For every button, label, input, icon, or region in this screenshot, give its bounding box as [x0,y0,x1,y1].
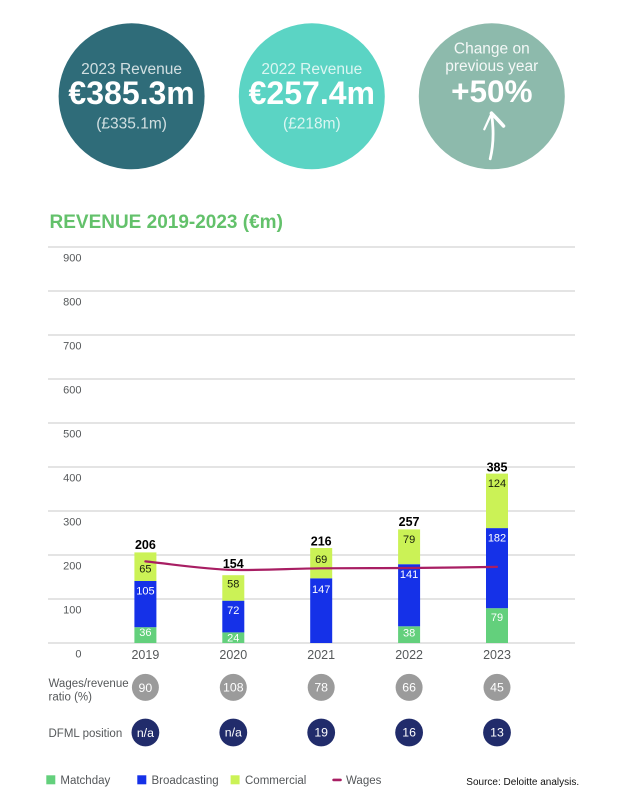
svg-text:2023: 2023 [483,648,511,662]
svg-text:79: 79 [491,612,503,624]
svg-text:90: 90 [139,681,153,695]
svg-text:2022 Revenue: 2022 Revenue [261,61,362,78]
svg-text:79: 79 [403,534,415,546]
svg-text:2023 Revenue: 2023 Revenue [81,61,182,78]
svg-text:69: 69 [315,554,327,566]
svg-text:800: 800 [63,297,81,309]
svg-text:105: 105 [136,585,154,597]
svg-text:Commercial: Commercial [245,775,306,787]
svg-text:182: 182 [488,533,506,545]
svg-text:REVENUE 2019-2023 (€m): REVENUE 2019-2023 (€m) [50,212,283,233]
svg-text:24: 24 [227,633,239,645]
svg-text:16: 16 [402,726,416,740]
svg-text:900: 900 [63,253,81,265]
svg-text:66: 66 [402,681,416,695]
svg-text:DFML position: DFML position [49,728,123,740]
svg-text:36: 36 [139,627,151,639]
svg-text:200: 200 [63,561,81,573]
svg-text:ratio (%): ratio (%) [49,692,93,704]
svg-text:2019: 2019 [131,648,159,662]
svg-text:Broadcasting: Broadcasting [152,775,219,787]
svg-text:154: 154 [223,557,244,571]
svg-text:65: 65 [139,564,151,576]
svg-text:45: 45 [490,681,504,695]
svg-text:100: 100 [63,605,81,617]
svg-text:13: 13 [490,726,504,740]
svg-text:previous year: previous year [445,58,538,75]
svg-text:72: 72 [227,605,239,617]
svg-text:216: 216 [311,534,332,548]
svg-text:600: 600 [63,385,81,397]
svg-text:n/a: n/a [137,726,154,740]
svg-text:Matchday: Matchday [60,775,110,787]
svg-text:141: 141 [400,569,418,581]
svg-text:78: 78 [314,681,328,695]
svg-text:Source: Deloitte analysis.: Source: Deloitte analysis. [466,777,579,788]
svg-text:(£218m): (£218m) [283,115,341,132]
svg-text:(£335.1m): (£335.1m) [96,115,167,132]
svg-text:38: 38 [403,628,415,640]
svg-text:Wages/revenue: Wages/revenue [49,678,129,690]
svg-text:€257.4m: €257.4m [249,75,375,111]
svg-text:147: 147 [312,584,330,596]
svg-text:124: 124 [488,478,506,490]
svg-text:700: 700 [63,341,81,353]
svg-text:2020: 2020 [219,648,247,662]
svg-text:0: 0 [75,649,81,661]
svg-text:€385.3m: €385.3m [68,75,194,111]
svg-text:2022: 2022 [395,648,423,662]
svg-text:300: 300 [63,517,81,529]
svg-text:Change on: Change on [454,41,530,58]
svg-text:257: 257 [399,515,420,529]
svg-text:400: 400 [63,473,81,485]
svg-text:58: 58 [227,579,239,591]
svg-text:108: 108 [223,681,244,695]
svg-text:385: 385 [487,461,508,475]
svg-text:n/a: n/a [225,726,242,740]
svg-text:+50%: +50% [451,73,532,109]
svg-text:19: 19 [314,726,328,740]
svg-text:Wages: Wages [346,775,382,787]
svg-text:2021: 2021 [307,648,335,662]
svg-text:500: 500 [63,429,81,441]
svg-text:206: 206 [135,538,156,552]
